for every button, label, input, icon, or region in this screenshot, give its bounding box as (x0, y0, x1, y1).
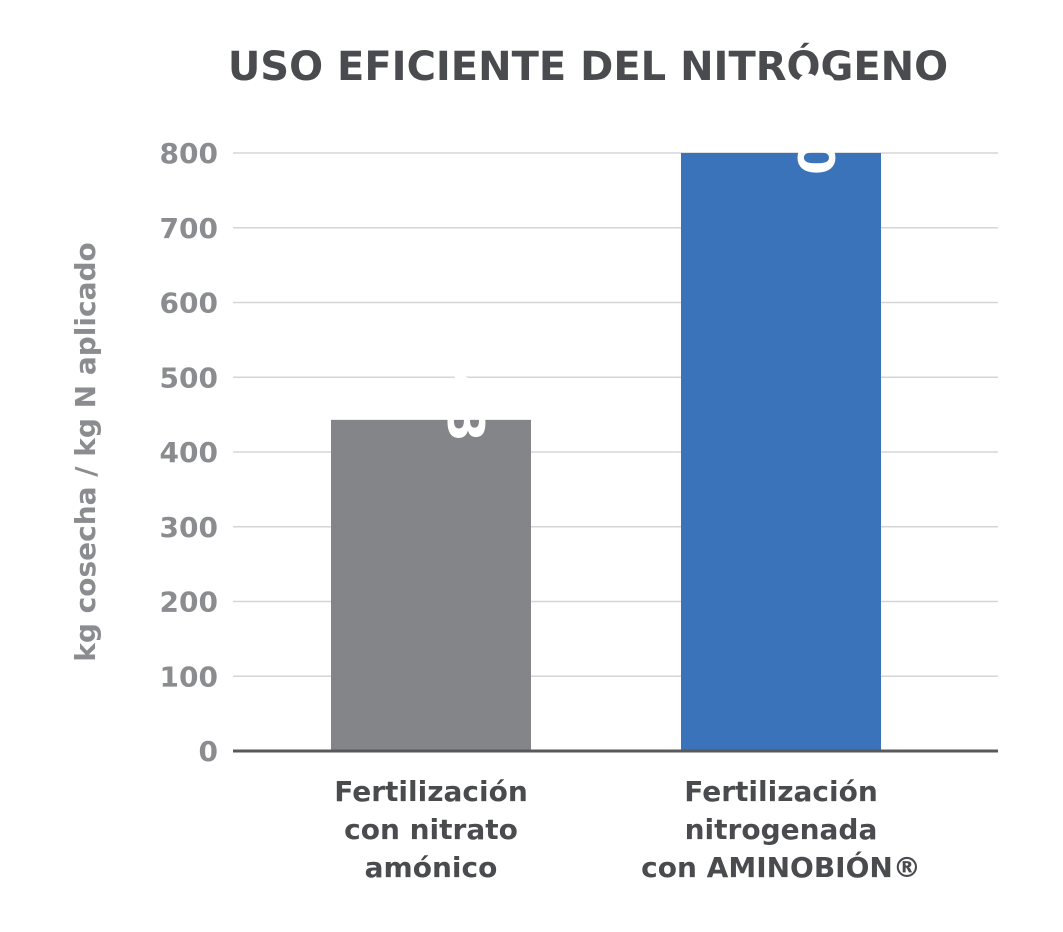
bars: 443 800 (331, 71, 881, 751)
y-tick-label: 0 (199, 735, 218, 768)
x-category-label: nitrogenada (685, 813, 878, 846)
y-tick-label: 600 (160, 287, 218, 320)
x-category-label: Fertilización (334, 775, 528, 808)
y-axis-label: kg cosecha / kg N aplicado (69, 242, 102, 662)
x-category-label: amónico (365, 851, 498, 884)
bar (331, 419, 531, 751)
y-tick-label: 200 (160, 586, 218, 619)
bar (681, 153, 881, 751)
x-category-label: Fertilización (684, 775, 878, 808)
y-tick-label: 700 (160, 212, 218, 245)
chart-title: USO EFICIENTE DEL NITRÓGENO (228, 42, 948, 90)
x-category-label: con nitrato (344, 813, 518, 846)
y-axis-ticks: 0 100 200 300 400 500 600 700 800 (160, 137, 218, 768)
x-category-label: con AMINOBIÓN® (641, 850, 921, 884)
y-tick-label: 100 (160, 660, 218, 693)
y-tick-label: 800 (160, 137, 218, 170)
x-axis-categories: Fertilización con nitrato amónico Fertiliza… (334, 775, 921, 884)
y-tick-label: 300 (160, 511, 218, 544)
bar-value-label: 800 (786, 71, 844, 175)
y-tick-label: 400 (160, 436, 218, 469)
bar-value-label: 443 (436, 337, 494, 441)
y-tick-label: 500 (160, 361, 218, 394)
